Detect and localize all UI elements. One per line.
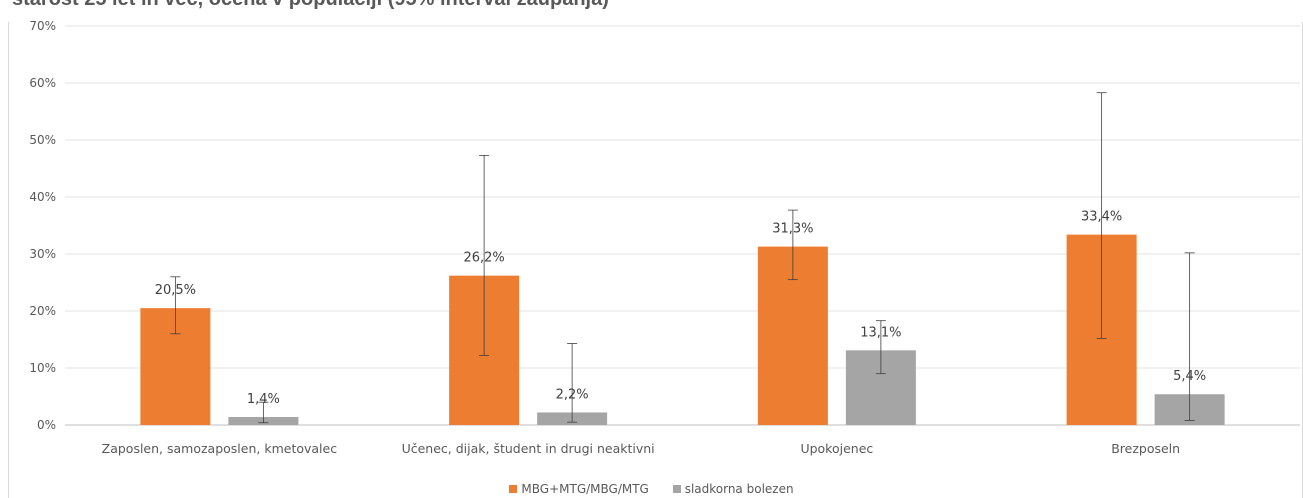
x-tick-label: Učenec, dijak, študent in drugi neaktivn…	[402, 441, 655, 456]
y-tick-label: 50%	[29, 133, 56, 147]
legend-label-series-1: MBG+MTG/MBG/MTG	[521, 482, 649, 496]
data-label: 5,4%	[1173, 369, 1206, 384]
y-tick-label: 30%	[29, 247, 56, 261]
x-tick-label: Brezposeln	[1111, 441, 1180, 456]
data-label: 2,2%	[556, 387, 589, 402]
data-label: 13,1%	[860, 325, 901, 340]
chart-title: starost 25 let in več, ocena v populacij…	[12, 0, 609, 11]
legend-label-series-2: sladkorna bolezen	[684, 482, 794, 496]
y-tick-label: 0%	[37, 418, 56, 432]
legend-swatch-series-1	[509, 485, 518, 493]
legend-swatch-series-2	[672, 485, 681, 493]
legend-item-series-2[interactable]: sladkorna bolezen	[672, 482, 794, 496]
data-label: 26,2%	[463, 251, 504, 266]
x-tick-label: Upokojenec	[800, 441, 873, 456]
chart-border-left	[8, 22, 9, 498]
y-tick-label: 20%	[29, 304, 56, 318]
data-label: 31,3%	[772, 222, 813, 237]
chart-legend: MBG+MTG/MBG/MTG sladkorna bolezen	[0, 482, 1303, 496]
data-label: 20,5%	[155, 283, 196, 298]
x-tick-label: Zaposlen, samozaposlen, kmetovalec	[102, 441, 338, 456]
y-tick-label: 40%	[29, 190, 56, 204]
data-label: 33,4%	[1081, 210, 1122, 225]
y-tick-label: 10%	[29, 361, 56, 375]
y-tick-label: 60%	[29, 76, 56, 90]
legend-item-series-1[interactable]: MBG+MTG/MBG/MTG	[509, 482, 649, 496]
y-tick-label: 70%	[29, 19, 56, 33]
data-label: 1,4%	[247, 392, 280, 407]
